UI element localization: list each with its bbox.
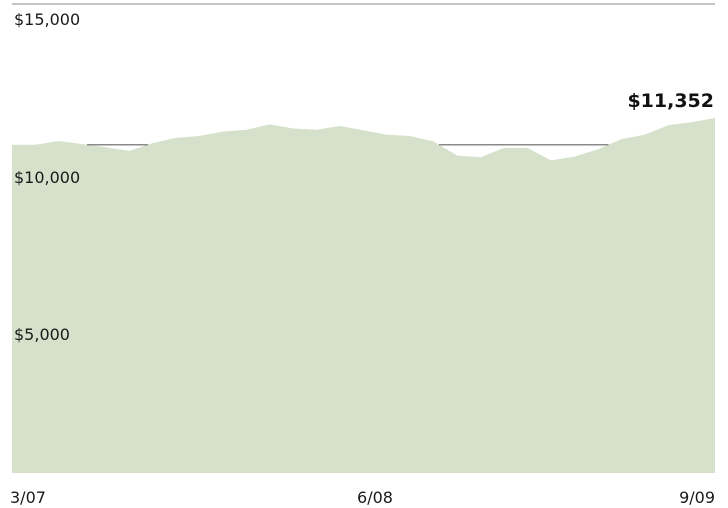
area-series [12, 118, 715, 473]
x-tick-label: 9/09 [679, 488, 715, 507]
y-tick-label: $10,000 [14, 168, 80, 187]
y-tick-label: $15,000 [14, 10, 80, 29]
end-value-label: $11,352 [627, 90, 714, 112]
y-axis-labels: $15,000 $10,000 $5,000 [14, 10, 80, 344]
x-tick-label: 3/07 [10, 488, 46, 507]
x-axis-labels: 3/07 6/08 9/09 [10, 488, 715, 507]
x-tick-label: 6/08 [357, 488, 393, 507]
y-tick-label: $5,000 [14, 325, 70, 344]
